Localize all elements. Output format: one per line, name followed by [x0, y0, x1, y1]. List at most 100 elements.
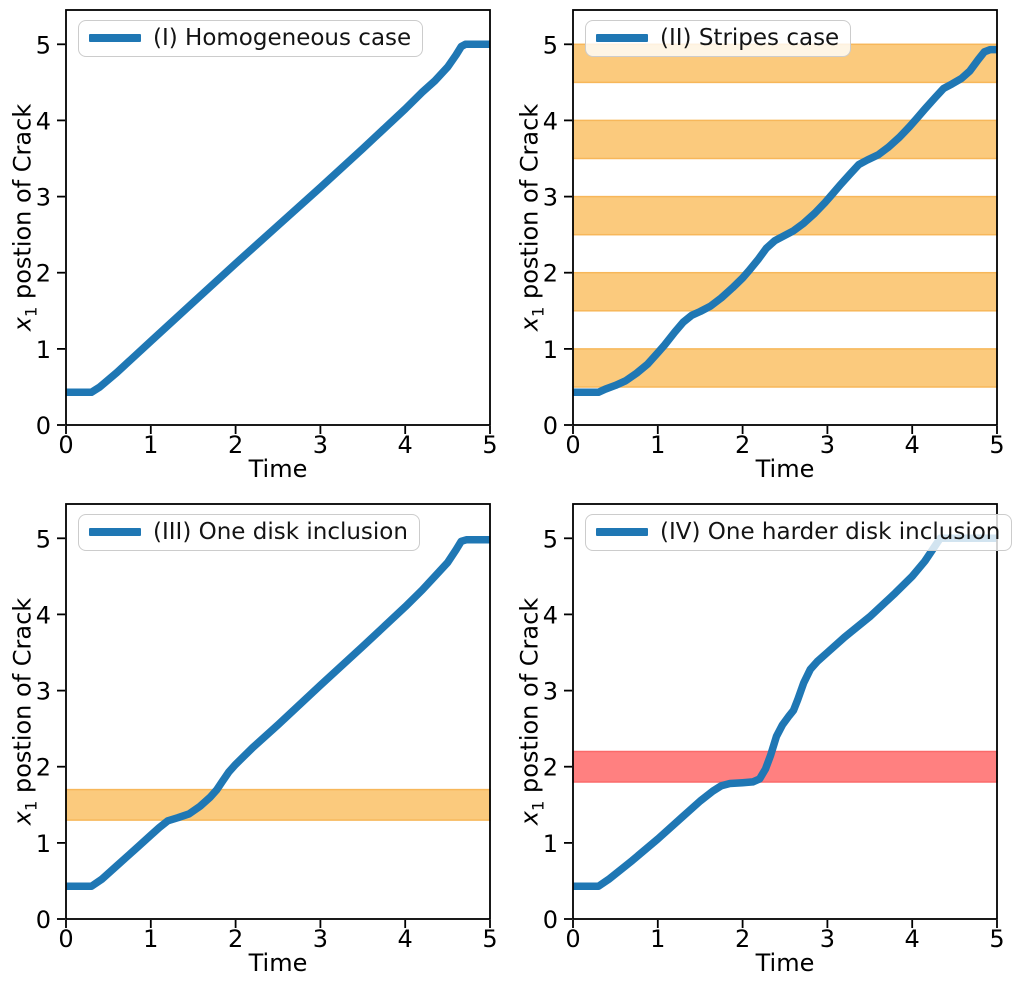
legend: (III) One disk inclusion: [78, 514, 420, 551]
x-tick-label: 2: [735, 431, 750, 459]
x-tick-label: 0: [58, 925, 73, 953]
ylabel-variable: x: [515, 317, 544, 332]
y-tick-label: 0: [543, 906, 558, 934]
y-tick-label: 2: [36, 260, 51, 288]
x-tick-label: 0: [565, 925, 580, 953]
legend-label: (IV) One harder disk inclusion: [660, 519, 1001, 545]
axes-spines: [572, 503, 998, 920]
axes-spines: [572, 9, 998, 426]
y-tick-label: 3: [36, 184, 51, 212]
ylabel-text: postion of Crack: [8, 103, 37, 307]
ylabel-subscript: 1: [21, 306, 41, 318]
x-tick-label: 4: [398, 431, 413, 459]
x-tick-label: 1: [650, 925, 665, 953]
x-axis-label: Time: [755, 455, 815, 483]
ylabel-variable: x: [8, 811, 37, 826]
axes-one-harder-disk: 0 1 2 3 4 5 0 1 2 3 4 5: [543, 503, 1005, 953]
axes-spines: [65, 503, 491, 920]
y-tick-label: 1: [36, 830, 51, 858]
x-tick-label: 1: [143, 925, 158, 953]
x-tick-label: 3: [820, 431, 835, 459]
axes-spines: [65, 9, 491, 426]
x-axis-label: Time: [248, 455, 308, 483]
y-axis-label: x1 postion of Crack: [7, 504, 41, 920]
inclusion-band: [65, 788, 491, 821]
ylabel-text: postion of Crack: [8, 597, 37, 801]
x-tick-label: 2: [228, 431, 243, 459]
x-tick-label: 2: [228, 925, 243, 953]
legend-line-swatch: [89, 34, 141, 42]
ylabel-subscript: 1: [21, 800, 41, 812]
x-tick-label: 5: [989, 431, 1004, 459]
inclusion-band: [572, 119, 998, 160]
inclusion-band: [572, 271, 998, 312]
legend-label: (II) Stripes case: [660, 25, 840, 51]
crack-position-line: [573, 45, 997, 397]
y-tick-label: 3: [543, 184, 558, 212]
y-axis-label: x1 postion of Crack: [7, 10, 41, 426]
y-tick-label: 4: [36, 107, 51, 135]
x-axis-label: Time: [248, 949, 308, 977]
ylabel-text: postion of Crack: [515, 597, 544, 801]
inclusion-band: [572, 348, 998, 388]
x-tick-label: 1: [143, 431, 158, 459]
y-tick-label: 5: [543, 31, 558, 59]
y-tick-label: 2: [543, 260, 558, 288]
crack-position-line: [66, 40, 490, 397]
x-tick-label: 5: [989, 925, 1004, 953]
subplot-one-harder-disk-inclusion: 0 1 2 3 4 5 0 1 2 3 4 5 (IV) One harder disk inclus…: [507, 494, 1013, 987]
y-tick-label: 3: [36, 678, 51, 706]
y-tick-label: 4: [543, 107, 558, 135]
ylabel-variable: x: [8, 317, 37, 332]
y-tick-label: 2: [543, 754, 558, 782]
x-tick-label: 2: [735, 925, 750, 953]
x-tick-label: 5: [482, 431, 497, 459]
legend: (II) Stripes case: [585, 20, 852, 57]
x-tick-label: 1: [650, 431, 665, 459]
axes-one-disk: 0 1 2 3 4 5 0 1 2 3 4 5: [36, 503, 498, 953]
y-axis-label: x1 postion of Crack: [514, 10, 548, 426]
y-tick-label: 5: [543, 525, 558, 553]
y-tick-label: 0: [36, 906, 51, 934]
legend-line-swatch: [596, 528, 648, 536]
y-tick-label: 1: [543, 336, 558, 364]
crack-position-line: [573, 534, 997, 891]
axes-homogeneous: 0 1 2 3 4 5 0 1 2 3 4 5: [36, 9, 498, 459]
y-tick-label: 1: [543, 830, 558, 858]
x-tick-label: 4: [398, 925, 413, 953]
y-tick-label: 4: [36, 601, 51, 629]
legend: (I) Homogeneous case: [78, 20, 424, 57]
legend: (IV) One harder disk inclusion: [585, 514, 1013, 551]
ylabel-variable: x: [515, 811, 544, 826]
y-axis-label: x1 postion of Crack: [514, 504, 548, 920]
legend-label: (III) One disk inclusion: [153, 519, 408, 545]
x-tick-label: 0: [58, 431, 73, 459]
legend-line-swatch: [89, 528, 141, 536]
x-tick-label: 3: [313, 431, 328, 459]
y-tick-label: 2: [36, 754, 51, 782]
ylabel-text: postion of Crack: [515, 103, 544, 307]
x-tick-label: 3: [313, 925, 328, 953]
legend-label: (I) Homogeneous case: [153, 25, 412, 51]
subplot-one-disk-inclusion: 0 1 2 3 4 5 0 1 2 3 4 5 (III) One disk inclusion Ti…: [0, 494, 506, 987]
x-tick-label: 0: [565, 431, 580, 459]
ylabel-subscript: 1: [528, 800, 548, 812]
crack-position-line: [66, 536, 490, 891]
axes-stripes: 0 1 2 3 4 5 0 1 2 3 4 5: [543, 9, 1005, 459]
y-tick-label: 0: [543, 412, 558, 440]
subplot-homogeneous-case: 0 1 2 3 4 5 0 1 2 3 4 5 (I) Homogeneous case Time x…: [0, 0, 506, 493]
y-tick-label: 5: [36, 31, 51, 59]
y-tick-label: 1: [36, 336, 51, 364]
y-tick-label: 3: [543, 678, 558, 706]
x-tick-label: 4: [905, 925, 920, 953]
inclusion-band: [572, 195, 998, 236]
y-tick-label: 5: [36, 525, 51, 553]
y-tick-label: 0: [36, 412, 51, 440]
y-tick-label: 4: [543, 601, 558, 629]
x-axis-label: Time: [755, 949, 815, 977]
ylabel-subscript: 1: [528, 306, 548, 318]
x-tick-label: 5: [482, 925, 497, 953]
x-tick-label: 4: [905, 431, 920, 459]
x-tick-label: 3: [820, 925, 835, 953]
